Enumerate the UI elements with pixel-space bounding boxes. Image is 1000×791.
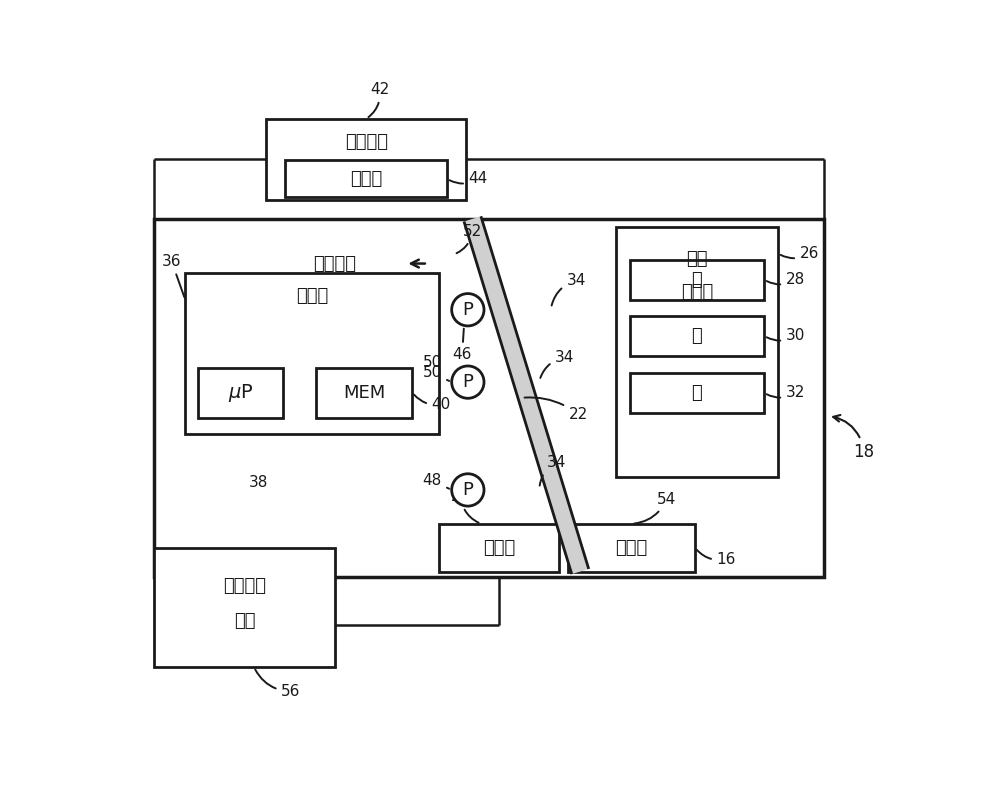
Text: 控制器: 控制器 — [296, 287, 328, 305]
Text: $\mu$P: $\mu$P — [228, 381, 254, 403]
Text: 系统: 系统 — [234, 612, 256, 630]
Circle shape — [452, 474, 484, 506]
Text: 阀: 阀 — [692, 384, 702, 402]
Bar — [568, 524, 695, 572]
Text: 补充: 补充 — [687, 250, 708, 268]
Bar — [630, 259, 764, 300]
Text: MEM: MEM — [343, 384, 385, 402]
Text: 26: 26 — [781, 246, 819, 261]
Text: 40: 40 — [414, 395, 451, 411]
Text: 22: 22 — [525, 397, 588, 422]
Bar — [154, 547, 335, 667]
Bar — [185, 273, 439, 434]
Text: P: P — [462, 481, 473, 499]
Text: 18: 18 — [833, 415, 875, 460]
Text: 16: 16 — [697, 550, 736, 566]
Text: 50: 50 — [422, 355, 442, 370]
Text: 38: 38 — [248, 475, 268, 490]
Bar — [316, 368, 412, 418]
Bar — [198, 368, 283, 418]
Text: 至收集器: 至收集器 — [313, 255, 356, 273]
Text: 34: 34 — [540, 350, 574, 378]
Bar — [630, 373, 764, 413]
Text: 收割台: 收割台 — [615, 539, 648, 557]
Text: 罐: 罐 — [692, 327, 702, 345]
Text: 32: 32 — [767, 385, 805, 400]
Text: 48: 48 — [422, 473, 449, 489]
Text: 42: 42 — [368, 82, 389, 117]
Text: 泵: 泵 — [692, 271, 702, 289]
Text: 显示器: 显示器 — [350, 170, 382, 187]
Text: 50: 50 — [422, 365, 449, 381]
Bar — [439, 524, 559, 572]
Text: 用户界面: 用户界面 — [345, 133, 388, 151]
Text: 54: 54 — [634, 492, 676, 524]
Text: 28: 28 — [767, 272, 805, 287]
Circle shape — [452, 366, 484, 399]
Text: 空气源: 空气源 — [483, 539, 515, 557]
Text: 52: 52 — [457, 224, 482, 253]
Bar — [285, 161, 447, 197]
Text: 46: 46 — [452, 329, 472, 362]
Polygon shape — [464, 216, 589, 574]
Circle shape — [452, 293, 484, 326]
Bar — [266, 119, 466, 199]
Text: P: P — [462, 373, 473, 391]
Text: 36: 36 — [162, 254, 184, 297]
Text: 56: 56 — [255, 669, 300, 699]
Bar — [616, 226, 778, 477]
Text: 空气源: 空气源 — [681, 283, 713, 301]
Text: 44: 44 — [449, 172, 488, 187]
Text: 34: 34 — [540, 456, 567, 486]
Text: 24: 24 — [451, 490, 479, 523]
Bar — [154, 219, 824, 577]
Text: 34: 34 — [552, 273, 586, 305]
Bar — [630, 316, 764, 356]
Text: P: P — [462, 301, 473, 319]
Text: 速度控制: 速度控制 — [223, 577, 266, 595]
Text: 30: 30 — [767, 328, 805, 343]
